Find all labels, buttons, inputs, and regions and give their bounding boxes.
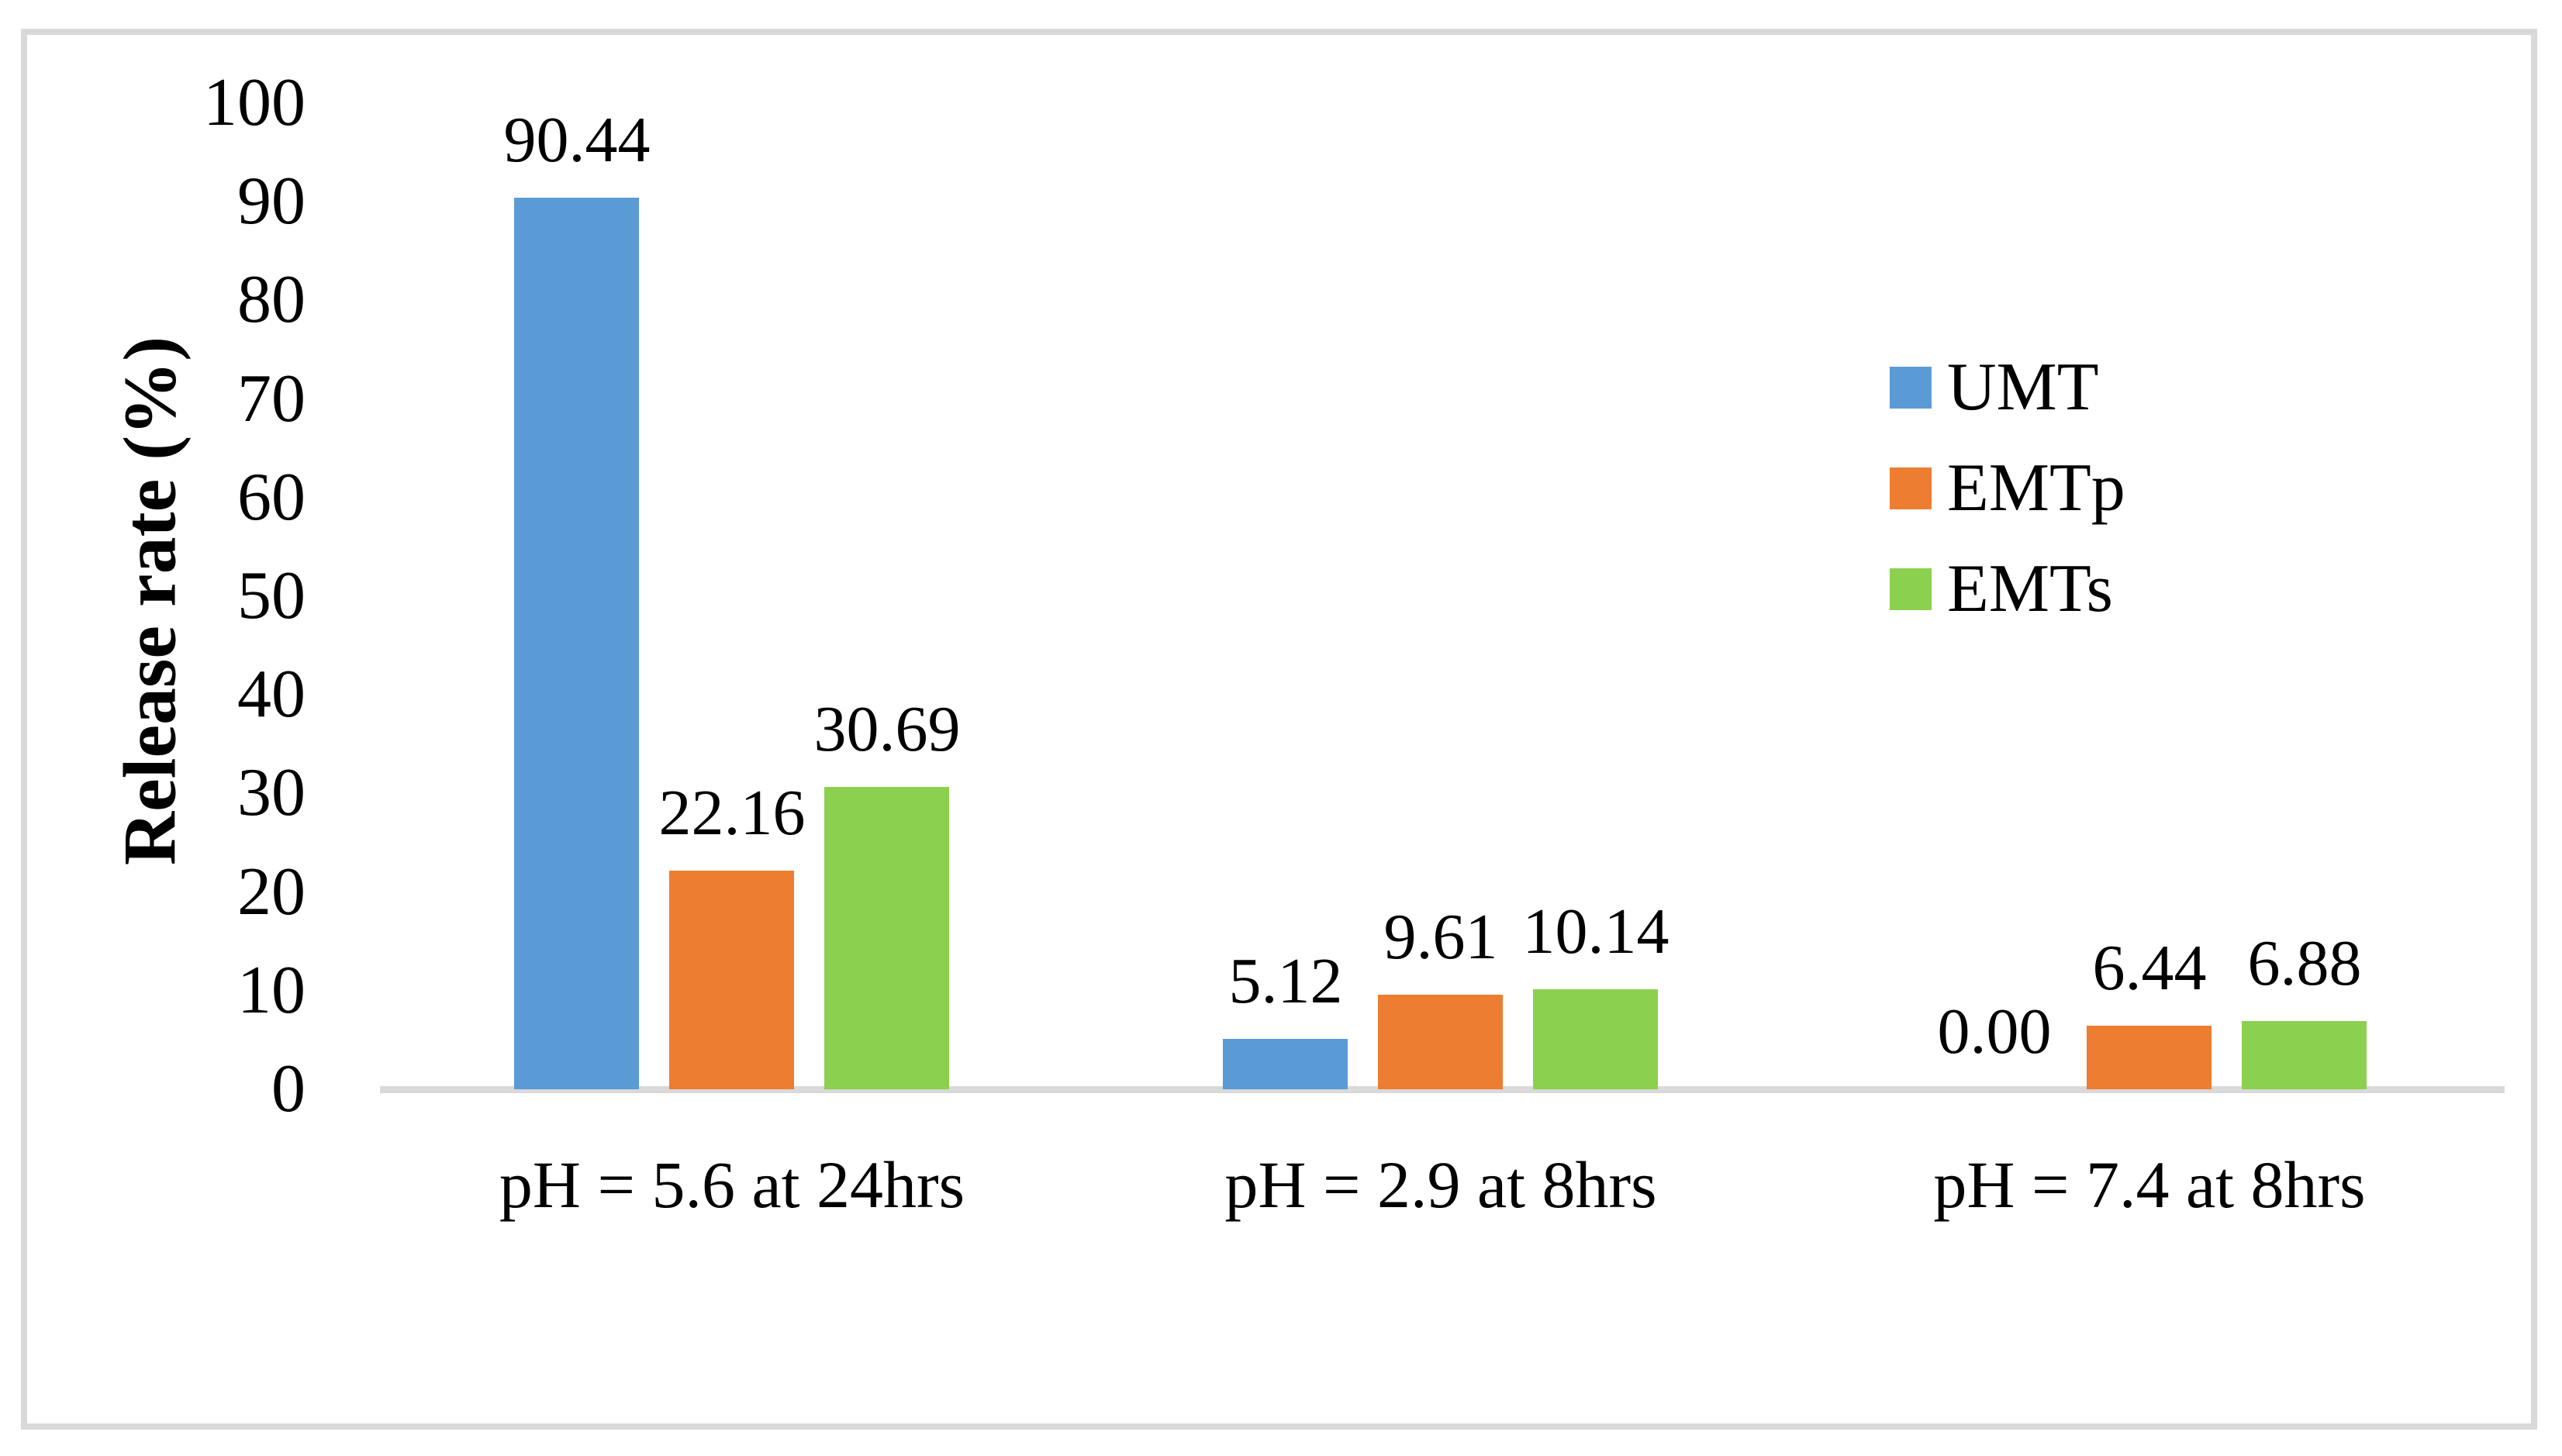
legend-item-UMT: UMT	[1890, 350, 2099, 425]
category-label-group2: pH = 2.9 at 8hrs	[1224, 1147, 1657, 1222]
value-label-UMT-group3: 0.00	[1937, 995, 2052, 1068]
bar-EMTp-group1	[669, 871, 794, 1089]
value-label-EMTs-group3: 6.88	[2247, 927, 2362, 999]
legend-item-EMTs: EMTs	[1890, 551, 2113, 626]
value-label-EMTp-group3: 6.44	[2092, 932, 2207, 1004]
bar-UMT-group1	[514, 198, 639, 1089]
value-label-EMTp-group1: 22.16	[658, 777, 806, 849]
category-label-group3: pH = 7.4 at 8hrs	[1933, 1147, 2366, 1222]
legend-label-EMTs: EMTs	[1947, 551, 2113, 626]
y-tick-label-90: 90	[237, 164, 306, 239]
y-tick-label-70: 70	[237, 361, 306, 436]
bar-EMTs-group1	[824, 787, 949, 1089]
bar-UMT-group2	[1223, 1039, 1348, 1089]
legend-swatch-EMTs	[1890, 568, 1932, 610]
bar-EMTs-group2	[1533, 989, 1658, 1089]
y-tick-label-40: 40	[237, 657, 306, 732]
category-label-group1: pH = 5.6 at 24hrs	[499, 1147, 965, 1222]
y-tick-label-80: 80	[237, 262, 306, 337]
legend-swatch-UMT	[1890, 367, 1932, 409]
legend-item-EMTp: EMTp	[1890, 450, 2125, 526]
value-label-EMTs-group1: 30.69	[813, 693, 961, 765]
y-tick-label-50: 50	[237, 558, 306, 633]
y-tick-label-30: 30	[237, 755, 306, 830]
legend-label-EMTp: EMTp	[1947, 450, 2125, 526]
x-axis-line	[380, 1086, 2505, 1093]
chart-frame-border	[21, 29, 2537, 1430]
value-label-EMTp-group2: 9.61	[1383, 901, 1498, 973]
y-tick-label-60: 60	[237, 460, 306, 535]
y-tick-label-10: 10	[237, 953, 306, 1028]
y-tick-label-0: 0	[271, 1051, 306, 1127]
y-tick-label-20: 20	[237, 854, 306, 930]
value-label-UMT-group2: 5.12	[1228, 945, 1343, 1017]
value-label-EMTs-group2: 10.14	[1522, 895, 1669, 968]
value-label-UMT-group1: 90.44	[503, 104, 651, 176]
bar-EMTs-group3	[2242, 1021, 2367, 1089]
bar-EMTp-group3	[2087, 1026, 2212, 1089]
legend-label-UMT: UMT	[1947, 350, 2099, 425]
legend-swatch-EMTp	[1890, 468, 1932, 509]
y-tick-label-100: 100	[203, 65, 306, 140]
bar-EMTp-group2	[1378, 995, 1503, 1089]
